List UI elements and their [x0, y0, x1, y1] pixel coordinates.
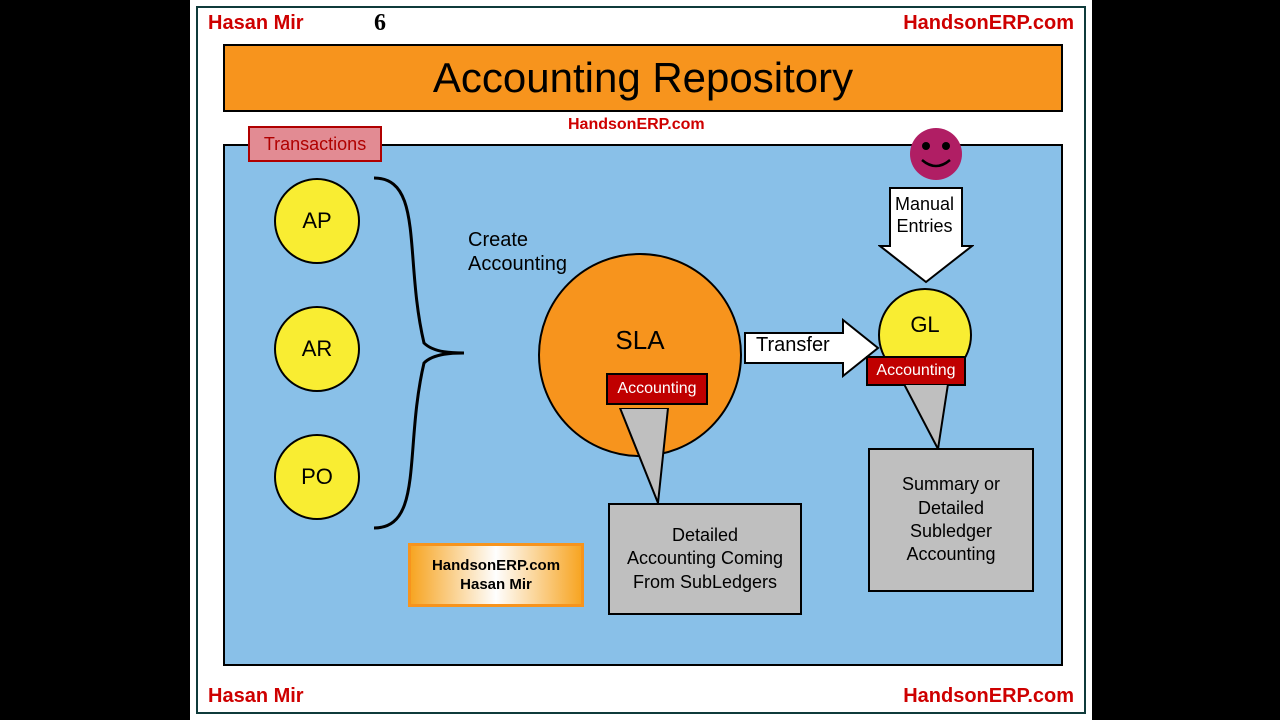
gl-callout-pointer	[898, 384, 978, 454]
sla-badge-text: Accounting	[617, 380, 696, 398]
gl-accounting-badge: Accounting	[866, 356, 966, 386]
node-ar: AR	[274, 306, 360, 392]
gl-badge-text: Accounting	[876, 362, 955, 380]
sla-callout: Detailed Accounting Coming From SubLedge…	[608, 503, 802, 615]
manual-entries-label: Manual Entries	[895, 194, 954, 237]
stage: Hasan Mir 6 HandsonERP.com Accounting Re…	[0, 0, 1280, 720]
author-top-left: Hasan Mir	[208, 12, 304, 35]
site-bottom-right: HandsonERP.com	[903, 685, 1074, 708]
brand-badge-line1: HandsonERP.com	[432, 556, 560, 576]
watermark-top: HandsonERP.com	[568, 116, 705, 134]
page-number: 6	[374, 10, 386, 37]
node-ar-label: AR	[302, 336, 333, 362]
brand-badge-line2: Hasan Mir	[460, 575, 532, 595]
smiley-icon	[908, 126, 964, 182]
node-po-label: PO	[301, 464, 333, 490]
node-ap-label: AP	[302, 208, 331, 234]
node-po: PO	[274, 434, 360, 520]
title-bar: Accounting Repository	[223, 44, 1063, 112]
title-text: Accounting Repository	[433, 54, 853, 102]
author-bottom-left: Hasan Mir	[208, 685, 304, 708]
site-top-right: HandsonERP.com	[903, 12, 1074, 35]
curly-brace	[364, 168, 484, 538]
slide-frame: Hasan Mir 6 HandsonERP.com Accounting Re…	[196, 6, 1086, 714]
node-gl-label: GL	[910, 312, 939, 338]
transfer-label: Transfer	[756, 333, 830, 357]
sla-accounting-badge: Accounting	[606, 373, 708, 405]
node-sla-label: SLA	[615, 325, 664, 356]
transactions-box: Transactions	[248, 126, 382, 162]
brand-badge: HandsonERP.com Hasan Mir	[408, 543, 584, 607]
sla-callout-pointer	[608, 408, 728, 508]
gl-callout: Summary or Detailed Subledger Accounting	[868, 448, 1034, 592]
transactions-label: Transactions	[264, 134, 366, 155]
node-ap: AP	[274, 178, 360, 264]
create-accounting-label: Create Accounting	[468, 228, 567, 276]
slide: Hasan Mir 6 HandsonERP.com Accounting Re…	[190, 0, 1092, 720]
